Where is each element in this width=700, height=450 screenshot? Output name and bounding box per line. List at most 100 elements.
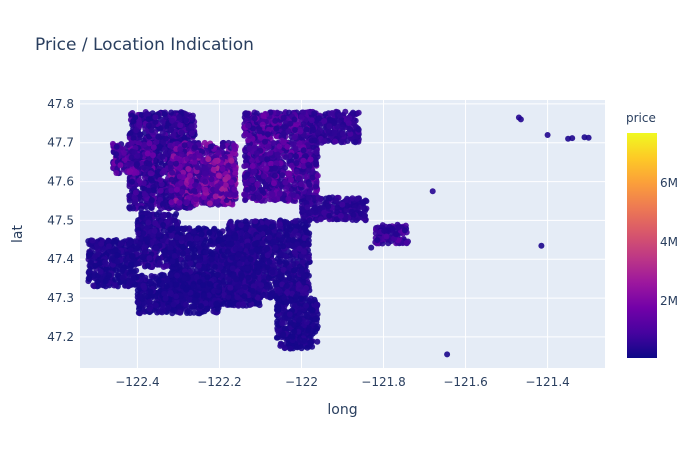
data-point bbox=[269, 191, 276, 198]
data-point bbox=[258, 155, 265, 162]
data-point bbox=[176, 173, 183, 180]
data-point bbox=[130, 205, 137, 212]
data-point bbox=[282, 164, 289, 171]
data-point bbox=[282, 179, 289, 186]
data-point bbox=[283, 186, 289, 192]
data-point bbox=[156, 143, 163, 150]
data-point bbox=[168, 109, 175, 116]
data-point bbox=[145, 122, 152, 129]
data-point bbox=[256, 194, 263, 201]
data-point bbox=[136, 119, 143, 126]
data-point bbox=[169, 232, 175, 239]
data-point bbox=[193, 196, 200, 203]
data-point bbox=[151, 227, 158, 234]
data-point bbox=[126, 192, 133, 199]
data-point bbox=[134, 161, 141, 168]
data-point bbox=[117, 162, 124, 169]
data-point bbox=[212, 263, 219, 270]
data-point bbox=[305, 161, 312, 168]
data-point bbox=[228, 157, 235, 164]
data-point bbox=[312, 183, 319, 190]
data-point bbox=[279, 172, 286, 179]
data-point bbox=[168, 126, 175, 133]
data-point bbox=[130, 135, 137, 142]
data-point bbox=[128, 154, 135, 161]
data-point bbox=[231, 146, 238, 152]
data-point bbox=[148, 127, 155, 134]
data-point bbox=[143, 204, 150, 211]
data-point bbox=[244, 186, 251, 193]
data-point bbox=[270, 196, 277, 203]
data-point bbox=[220, 300, 227, 307]
data-point bbox=[293, 160, 300, 167]
data-point bbox=[160, 222, 167, 228]
data-point bbox=[293, 153, 299, 160]
data-point bbox=[168, 176, 175, 183]
data-point bbox=[313, 149, 320, 156]
data-point bbox=[155, 133, 162, 140]
data-point bbox=[214, 183, 221, 190]
data-point bbox=[256, 128, 263, 135]
data-point bbox=[225, 162, 232, 169]
data-points bbox=[85, 108, 592, 358]
data-point bbox=[242, 174, 249, 181]
data-point bbox=[298, 181, 305, 188]
data-point bbox=[242, 197, 249, 204]
data-point bbox=[249, 157, 256, 164]
data-point bbox=[183, 117, 190, 124]
data-point bbox=[191, 144, 198, 150]
data-point bbox=[150, 152, 156, 159]
data-point bbox=[283, 154, 290, 161]
data-point bbox=[168, 199, 175, 206]
data-point bbox=[314, 172, 321, 179]
data-point bbox=[184, 199, 190, 206]
data-point bbox=[140, 230, 147, 237]
data-point bbox=[132, 189, 139, 196]
data-point bbox=[274, 151, 281, 158]
data-point bbox=[305, 167, 312, 174]
data-point bbox=[161, 110, 168, 117]
data-point bbox=[215, 149, 222, 156]
data-point bbox=[160, 248, 167, 255]
data-point bbox=[251, 115, 258, 122]
data-point bbox=[243, 162, 250, 169]
data-point bbox=[251, 168, 258, 175]
data-point bbox=[245, 122, 252, 129]
data-point bbox=[153, 211, 160, 218]
data-point bbox=[276, 190, 283, 197]
data-point bbox=[127, 130, 134, 137]
data-point bbox=[202, 186, 209, 193]
data-point bbox=[215, 172, 222, 179]
data-point bbox=[285, 195, 292, 202]
data-point bbox=[128, 140, 135, 147]
data-point bbox=[159, 130, 166, 137]
data-point bbox=[138, 197, 144, 204]
data-point bbox=[178, 129, 185, 136]
data-point bbox=[176, 199, 183, 206]
data-point bbox=[300, 109, 307, 116]
data-point bbox=[235, 301, 242, 308]
data-point bbox=[272, 117, 279, 124]
data-point bbox=[220, 278, 227, 285]
data-point bbox=[208, 176, 215, 183]
data-point bbox=[292, 145, 299, 152]
data-point bbox=[180, 250, 186, 257]
data-point bbox=[178, 235, 185, 242]
data-point bbox=[191, 247, 198, 253]
data-point bbox=[169, 169, 176, 176]
data-point bbox=[163, 193, 170, 199]
data-point bbox=[153, 245, 160, 252]
data-point bbox=[242, 192, 249, 198]
data-point bbox=[260, 173, 267, 180]
data-point bbox=[189, 130, 195, 137]
data-point bbox=[300, 121, 307, 128]
data-point bbox=[205, 156, 212, 163]
data-point bbox=[159, 153, 166, 160]
data-point bbox=[253, 150, 260, 157]
data-point bbox=[152, 118, 159, 125]
data-point bbox=[263, 165, 270, 172]
data-point bbox=[195, 225, 202, 232]
data-point bbox=[126, 197, 133, 204]
data-point bbox=[141, 141, 148, 148]
